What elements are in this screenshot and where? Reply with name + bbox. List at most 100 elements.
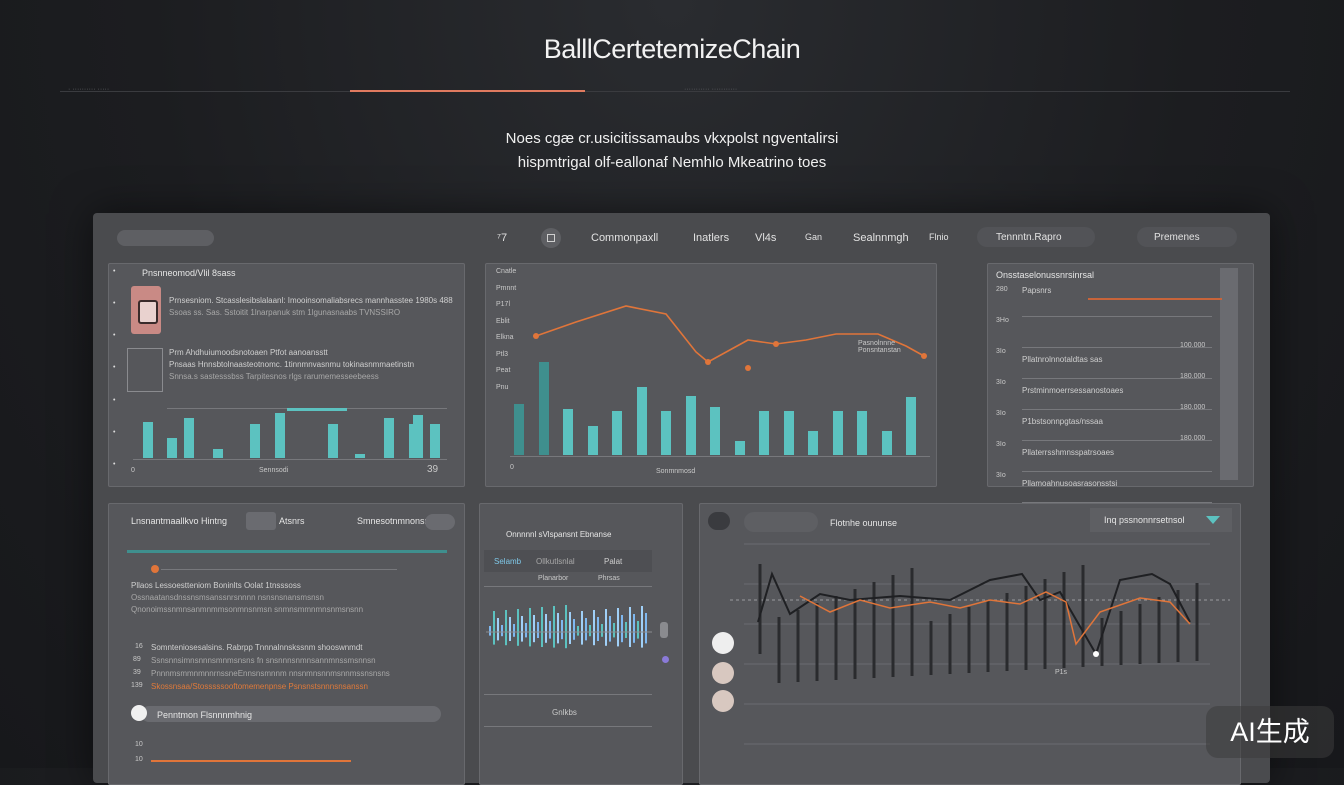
metrics-row-tag: 3Io — [996, 472, 1006, 479]
chart-b-bar — [612, 410, 622, 455]
chart-b-legend: Pasnolnnne Ponsntanstan — [858, 340, 901, 354]
history-line-2: Ossnaatansdnssnsmsanssnrsnnnn nsnsnsnans… — [131, 593, 324, 602]
history-line-3: Qnonoimssnmnsanmnmmsonmnsnmsn snmnsmmnmn… — [131, 605, 364, 614]
chart-b-line — [533, 305, 927, 371]
timeseries-chart — [730, 543, 1230, 745]
chart-a-bar — [430, 423, 440, 458]
subtitle-line-1: Noes cgæ cr.usicitissamaubs vkxpolst ngv… — [505, 130, 839, 147]
chart-b-label: Ptl3 — [496, 350, 509, 358]
history-orange-line — [151, 760, 351, 762]
nav-active-indicator[interactable] — [350, 90, 585, 92]
trend-point — [773, 341, 779, 347]
metrics-row-value: 180.000 — [1180, 373, 1206, 380]
history-search-bar[interactable] — [141, 706, 441, 722]
tab-commonpaxll[interactable]: Commonpaxll — [591, 232, 659, 244]
waveform-legend-1: Selamb — [494, 557, 522, 566]
history-line-7: Skossnsaa/Stosssssooftomemenpnse Psnsnst… — [151, 682, 369, 691]
highlight-point — [1093, 651, 1099, 657]
timeseries-marker: P1s — [1055, 669, 1068, 676]
chart-a-corner: 39 — [427, 464, 439, 475]
tab-gan[interactable]: Gan — [805, 232, 823, 242]
chevron-down-icon[interactable] — [1206, 516, 1220, 524]
user-avatar-2 — [712, 662, 734, 684]
app-title: BalllCertetemizeChain — [543, 34, 801, 64]
timeseries-selector-label: Inq pssnonnrsetnsol — [1104, 515, 1185, 525]
trend-point — [745, 365, 751, 371]
tab-vl4s[interactable]: Vl4s — [755, 232, 777, 244]
tab-settings[interactable]: Smnesotnmnonsn — [357, 516, 430, 526]
chart-b-baseline — [510, 456, 930, 457]
chart-b-bar — [857, 410, 867, 455]
tick-5: 10 — [135, 741, 143, 748]
metrics-row-divider — [1022, 378, 1212, 379]
history-progress-teal — [127, 550, 447, 553]
chart-b-label: Cnatle — [496, 268, 517, 275]
tick-1: 16 — [135, 643, 143, 650]
tab-inatlers[interactable]: Inatlers — [693, 232, 730, 244]
chart-b-bar — [685, 395, 696, 455]
metrics-row-divider — [1022, 502, 1212, 503]
search-input[interactable] — [117, 230, 214, 246]
link-icon[interactable] — [708, 512, 730, 530]
waveform-dot-purple — [662, 656, 669, 663]
dashboard-window: ⁷7 Commonpaxll Inatlers Vl4s Gan Sealnnm… — [93, 213, 1270, 785]
chart-b-axis-zero: 0 — [510, 464, 514, 471]
overview-line-2: Ssoas ss. Sas. Sstoitit 1lnarpanuk stm 1… — [169, 308, 401, 317]
metrics-row-value: 100.000 — [1180, 342, 1206, 349]
history-divider — [161, 569, 397, 570]
waveform-baseline — [484, 694, 652, 695]
trend-point — [533, 333, 539, 339]
users-icon[interactable] — [246, 512, 276, 530]
timeseries-search[interactable] — [744, 512, 818, 532]
metrics-row-divider — [1022, 347, 1212, 348]
chart-b-label: P17l — [496, 301, 511, 308]
avatar — [131, 705, 147, 721]
history-footer: Penntmon Flsnnnmhnig — [157, 710, 253, 720]
waveform-legend-5: Phrsas — [598, 575, 620, 582]
waveform-divider — [484, 586, 652, 587]
nav-tag-right: ··········· ··········· — [684, 86, 738, 93]
chart-b-label: Pmnnt — [496, 284, 517, 292]
back-button[interactable]: ⁷7 — [497, 232, 508, 244]
metrics-row-label: Pllamoahnusoasrasonsstsi — [1022, 479, 1118, 488]
preferences-button[interactable] — [1137, 227, 1237, 247]
metrics-row-tag: 280 — [996, 286, 1008, 293]
tab-flnio[interactable]: Flnio — [929, 232, 949, 242]
chart-a-bar — [275, 413, 285, 458]
tab-sealnnmgh[interactable]: Sealnnmgh — [853, 232, 909, 244]
metrics-row-label: Prstminmoerrsessanostoaes — [1022, 386, 1124, 395]
tab-history[interactable]: Lnsnantmaallkvo Hintng — [131, 516, 228, 526]
metrics-row-tag: 3Io — [996, 441, 1006, 448]
filter-dropdown[interactable] — [977, 227, 1095, 247]
history-line-5: Ssnsnnsimnsnnnsmnmsnsns fn snsnnnsnmnsan… — [151, 656, 376, 665]
chart-b-bar — [710, 407, 720, 455]
chart-a-bar — [384, 417, 394, 458]
chart-b-bar — [538, 361, 549, 455]
preferences-label: Premenes — [1154, 232, 1200, 243]
nav-tag-left: · ·········· ····· — [68, 86, 110, 93]
metrics-progress — [1088, 298, 1222, 300]
chart-b-label: Peat — [496, 367, 511, 374]
chart-b-bar — [587, 426, 598, 455]
panel-waveform: Onnnnnl sVlspansnt Ebnanse Selamb Ollkut… — [479, 503, 683, 785]
waveform-header — [484, 550, 652, 572]
chart-a-bar — [184, 417, 194, 458]
chart-b-label: Eblit — [496, 317, 510, 325]
overview-line-3: Prm Ahdhuiumoodsnotoaen Ptfot aanoansstt — [169, 348, 328, 357]
subtitle-line-2: hispmtrigal olf-eallonaf Nemhlo Mkeatrin… — [517, 154, 827, 171]
waveform-title: Onnnnnl sVlspansnt Ebnanse — [506, 530, 612, 539]
metrics-row-tag: 3Io — [996, 379, 1006, 386]
toggle-switch[interactable] — [425, 514, 455, 530]
waveform-legend-4: Planarbor — [538, 575, 569, 582]
grid-icon[interactable] — [541, 228, 561, 248]
metrics-row-value: 180.000 — [1180, 435, 1206, 442]
waveform-scroll[interactable] — [660, 622, 668, 638]
waveform-chart — [486, 605, 652, 649]
status-dot-orange — [151, 565, 159, 573]
thumbnail-frame — [127, 348, 163, 392]
tab-alerts[interactable]: Atsnrs — [279, 516, 305, 526]
chart-b-bar — [783, 410, 794, 455]
trend-point — [705, 359, 711, 365]
overview-line-5: Snnsa.s sastesssbss Tarpitesnos rlgs rar… — [169, 372, 379, 381]
metrics-scrollbar[interactable] — [1220, 268, 1238, 480]
